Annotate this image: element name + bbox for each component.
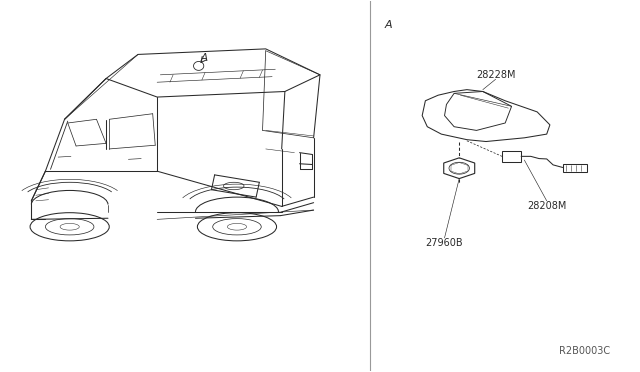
Bar	[502, 151, 521, 162]
Text: 28208M: 28208M	[527, 201, 566, 211]
Text: R2B0003C: R2B0003C	[559, 346, 611, 356]
Text: 28228M: 28228M	[476, 70, 515, 80]
Text: A: A	[385, 20, 392, 30]
Text: 27960B: 27960B	[426, 238, 463, 248]
Bar	[563, 164, 587, 172]
Text: A: A	[200, 53, 207, 63]
